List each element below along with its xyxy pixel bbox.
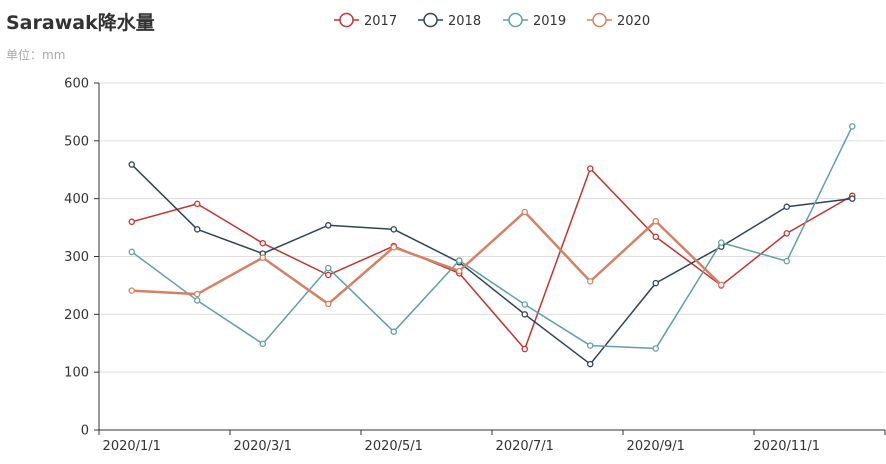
x-tick-label: 2020/7/1 bbox=[496, 439, 554, 454]
legend-item-2018[interactable]: 2018 bbox=[418, 12, 481, 30]
data-point bbox=[390, 243, 397, 251]
legend-symbol bbox=[423, 12, 438, 28]
chart-title: Sarawak降水量 bbox=[6, 12, 155, 34]
data-point bbox=[521, 301, 529, 308]
legend-label: 2019 bbox=[533, 14, 566, 29]
data-point bbox=[718, 239, 725, 246]
series-2018 bbox=[128, 161, 856, 368]
y-tick-label: 300 bbox=[64, 250, 89, 265]
data-point bbox=[652, 233, 660, 241]
series-2017 bbox=[128, 165, 856, 353]
y-tick-label: 400 bbox=[64, 192, 89, 207]
y-tick-label: 200 bbox=[64, 308, 89, 323]
grid-lines bbox=[99, 82, 885, 373]
x-tick-label: 2020/3/1 bbox=[234, 439, 292, 454]
legend-label: 2020 bbox=[617, 14, 650, 29]
legend-item-2019[interactable]: 2019 bbox=[503, 12, 566, 30]
x-tick-label: 2020/1/1 bbox=[103, 439, 161, 454]
data-point bbox=[128, 248, 135, 256]
data-point bbox=[587, 342, 594, 349]
data-point bbox=[783, 257, 791, 265]
data-point bbox=[324, 300, 332, 308]
data-point bbox=[324, 271, 332, 279]
y-tick-label: 600 bbox=[64, 77, 89, 92]
data-point bbox=[193, 290, 201, 298]
data-point bbox=[652, 279, 660, 287]
data-point bbox=[193, 297, 201, 304]
data-point bbox=[259, 239, 266, 247]
data-point bbox=[259, 340, 266, 348]
data-point bbox=[324, 222, 332, 229]
series-line bbox=[131, 164, 853, 365]
data-point bbox=[587, 360, 594, 368]
x-tick-label: 2020/5/1 bbox=[365, 439, 423, 454]
data-point bbox=[259, 254, 266, 261]
data-point bbox=[324, 264, 332, 272]
y-tick-label: 0 bbox=[81, 424, 89, 439]
series-2020 bbox=[128, 208, 725, 308]
data-point bbox=[455, 267, 463, 275]
legend-symbol bbox=[508, 12, 523, 28]
data-point bbox=[128, 161, 135, 168]
data-point bbox=[390, 328, 397, 335]
data-point bbox=[521, 345, 529, 353]
data-point bbox=[652, 345, 660, 352]
data-point bbox=[783, 230, 791, 237]
data-point bbox=[587, 278, 594, 285]
legend-symbol bbox=[592, 12, 607, 28]
data-point bbox=[849, 123, 856, 130]
legend-label: 2018 bbox=[448, 14, 481, 29]
y-tick-label: 500 bbox=[64, 134, 89, 149]
chart-subtitle: 单位：mm bbox=[6, 48, 66, 62]
data-point bbox=[587, 165, 594, 172]
data-point bbox=[521, 208, 529, 216]
data-point bbox=[849, 195, 856, 202]
data-point bbox=[521, 311, 529, 318]
data-point bbox=[455, 257, 463, 264]
x-tick-label: 2020/9/1 bbox=[627, 439, 685, 454]
legend-label: 2017 bbox=[364, 14, 397, 29]
data-point bbox=[783, 203, 791, 211]
legend[interactable]: 2017 2018 2019 2020 bbox=[334, 12, 650, 30]
legend-item-2020[interactable]: 2020 bbox=[587, 12, 650, 30]
axes: 0 100 200 300 400 500 600 2020/1/1 2020/3/1 2020/… bbox=[64, 77, 886, 454]
data-point bbox=[652, 217, 660, 225]
data-point bbox=[718, 281, 725, 289]
series-2019 bbox=[128, 123, 856, 352]
legend-item-2017[interactable]: 2017 bbox=[334, 12, 397, 30]
data-point bbox=[390, 226, 397, 233]
series-line bbox=[131, 167, 853, 350]
data-point bbox=[128, 287, 135, 294]
series-line bbox=[131, 126, 853, 350]
data-point bbox=[193, 200, 201, 208]
y-tick-label: 100 bbox=[64, 366, 89, 381]
series-line bbox=[131, 210, 723, 306]
series-lines bbox=[128, 123, 856, 368]
data-point bbox=[193, 226, 201, 233]
data-point bbox=[128, 218, 135, 226]
x-tick-label: 2020/11/1 bbox=[753, 439, 820, 454]
legend-symbol bbox=[339, 12, 354, 28]
